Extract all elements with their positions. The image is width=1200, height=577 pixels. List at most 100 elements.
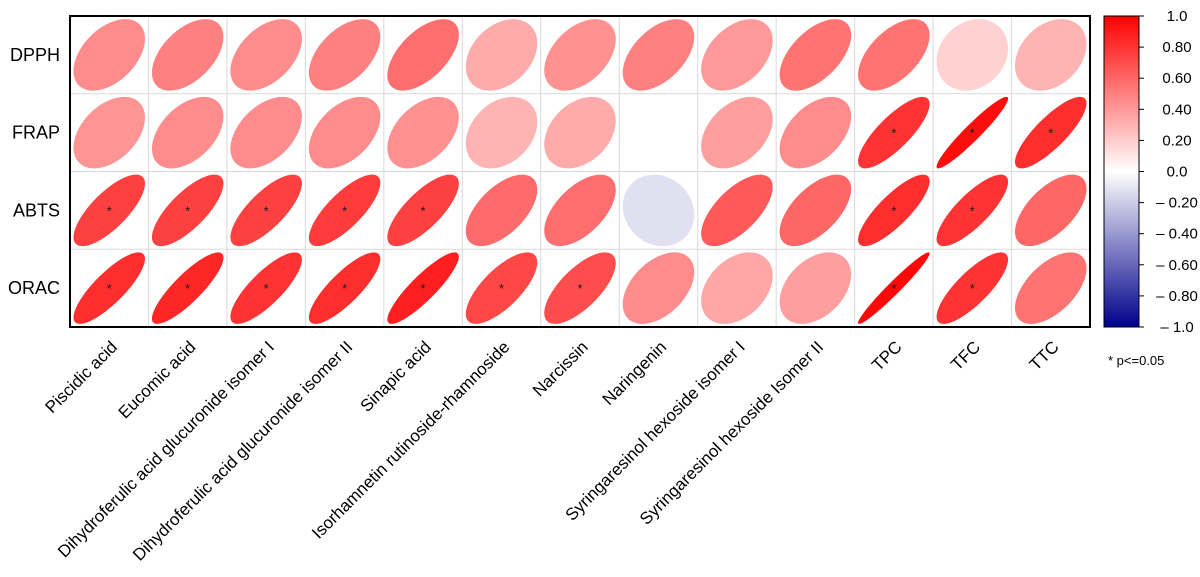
colorbar: 1.0 0.80 0.60 0.40 0.20 0.0 – 0.20 – 0.40 – 0.60…	[1103, 8, 1198, 336]
significance-star: *	[577, 281, 582, 296]
plot-frame	[69, 15, 1091, 328]
correlation-ellipse	[779, 252, 852, 324]
correlation-ellipse	[387, 19, 459, 91]
colorbar-tick-label: 1.0	[1167, 8, 1188, 25]
correlation-ellipse	[73, 174, 145, 247]
colorbar-gradient	[1103, 15, 1140, 328]
significance-markers: * * * * * * * * * * * * * * * * * * *	[107, 126, 1054, 297]
correlation-ellipse	[1015, 19, 1087, 91]
correlation-ellipse	[387, 252, 459, 324]
correlation-ellipse	[858, 19, 930, 91]
significance-star: *	[185, 203, 190, 218]
colorbar-tick-label: – 0.20	[1156, 195, 1198, 212]
correlation-ellipse	[308, 96, 381, 169]
correlation-ellipse	[308, 252, 381, 324]
correlation-ellipse	[151, 252, 224, 324]
significance-star: *	[342, 203, 347, 218]
column-label: TTC	[1026, 337, 1063, 374]
correlation-ellipse	[544, 174, 616, 247]
significance-star: *	[970, 203, 975, 218]
row-label: ORAC	[8, 278, 60, 298]
row-label: DPPH	[10, 45, 60, 65]
correlation-ellipse	[465, 174, 538, 247]
significance-star: *	[185, 281, 190, 296]
significance-star: *	[421, 281, 426, 296]
correlation-ellipse	[387, 96, 459, 169]
row-label: FRAP	[12, 123, 60, 143]
correlation-ellipse	[936, 252, 1009, 324]
colorbar-tick-label: – 0.80	[1156, 288, 1198, 305]
correlation-ellipse	[701, 19, 773, 91]
correlation-ellipse	[701, 252, 773, 324]
column-label: Eucomic acid	[115, 337, 200, 422]
correlation-ellipse	[465, 96, 538, 169]
significance-star: *	[107, 203, 112, 218]
correlation-ellipse	[73, 96, 145, 169]
correlation-ellipse	[230, 252, 302, 324]
correlation-ellipse	[622, 19, 695, 91]
column-label: Sinapic acid	[357, 337, 435, 415]
correlation-ellipse	[1015, 174, 1087, 247]
correlation-ellipse	[230, 174, 302, 247]
significance-star: *	[970, 126, 975, 141]
correlation-ellipse	[701, 174, 773, 247]
significance-star: *	[499, 281, 504, 296]
row-label: ABTS	[13, 200, 60, 220]
correlation-ellipse	[936, 174, 1009, 247]
correlation-ellipse	[622, 252, 695, 324]
correlation-ellipse	[936, 96, 1009, 169]
colorbar-tick-label: 0.80	[1162, 39, 1191, 56]
colorbar-tick-label: 0.40	[1162, 101, 1191, 118]
colorbar-tick-label: – 0.40	[1156, 226, 1198, 243]
correlation-ellipse	[308, 174, 381, 247]
colorbar-ticks: 1.0 0.80 0.60 0.40 0.20 0.0 – 0.20 – 0.40 – 0.60…	[1139, 8, 1198, 336]
correlation-ellipse	[858, 174, 930, 247]
correlation-ellipse	[73, 19, 145, 91]
correlation-ellipse	[779, 174, 852, 247]
correlation-ellipse	[151, 174, 224, 247]
significance-note: * p<=0.05	[1108, 353, 1164, 368]
correlation-ellipse	[1015, 96, 1087, 169]
correlation-ellipse	[701, 96, 773, 169]
significance-star: *	[1048, 126, 1053, 141]
correlation-ellipse	[151, 96, 224, 169]
correlation-ellipse	[622, 174, 695, 247]
colorbar-tick-label: 0.60	[1162, 70, 1191, 87]
correlation-ellipse	[858, 252, 930, 324]
correlation-ellipses	[73, 19, 1087, 324]
correlation-ellipse	[779, 19, 852, 91]
row-labels: DPPH FRAP ABTS ORAC	[8, 45, 60, 298]
correlation-ellipse	[230, 19, 302, 91]
significance-star: *	[107, 281, 112, 296]
column-label: TPC	[868, 337, 905, 374]
correlation-ellipse	[73, 252, 145, 324]
significance-star: *	[421, 203, 426, 218]
significance-star: *	[342, 281, 347, 296]
significance-star: *	[891, 126, 896, 141]
column-label: Narcissin	[529, 337, 592, 400]
column-label: Naringenin	[599, 337, 671, 409]
colorbar-tick-label: – 0.60	[1156, 257, 1198, 274]
correlation-ellipse	[465, 19, 538, 91]
column-label: Piscidic acid	[41, 337, 121, 417]
correlation-ellipse	[858, 96, 930, 169]
correlation-ellipse	[387, 174, 459, 247]
colorbar-tick-label: 0.20	[1162, 132, 1191, 149]
correlation-ellipse	[779, 96, 852, 169]
correlation-ellipse	[622, 96, 695, 169]
colorbar-tick-label: – 1.0	[1160, 319, 1193, 336]
colorbar-tick-label: 0.0	[1167, 164, 1188, 181]
significance-star: *	[970, 281, 975, 296]
correlation-ellipse	[1015, 252, 1087, 324]
grid-lines	[70, 16, 1090, 327]
correlation-ellipse	[544, 96, 616, 169]
correlation-ellipse	[465, 252, 538, 324]
significance-star: *	[891, 281, 896, 296]
significance-star: *	[264, 281, 269, 296]
significance-star: *	[891, 203, 896, 218]
significance-star: *	[264, 203, 269, 218]
correlation-ellipse	[230, 96, 302, 169]
column-label: TFC	[947, 337, 984, 374]
